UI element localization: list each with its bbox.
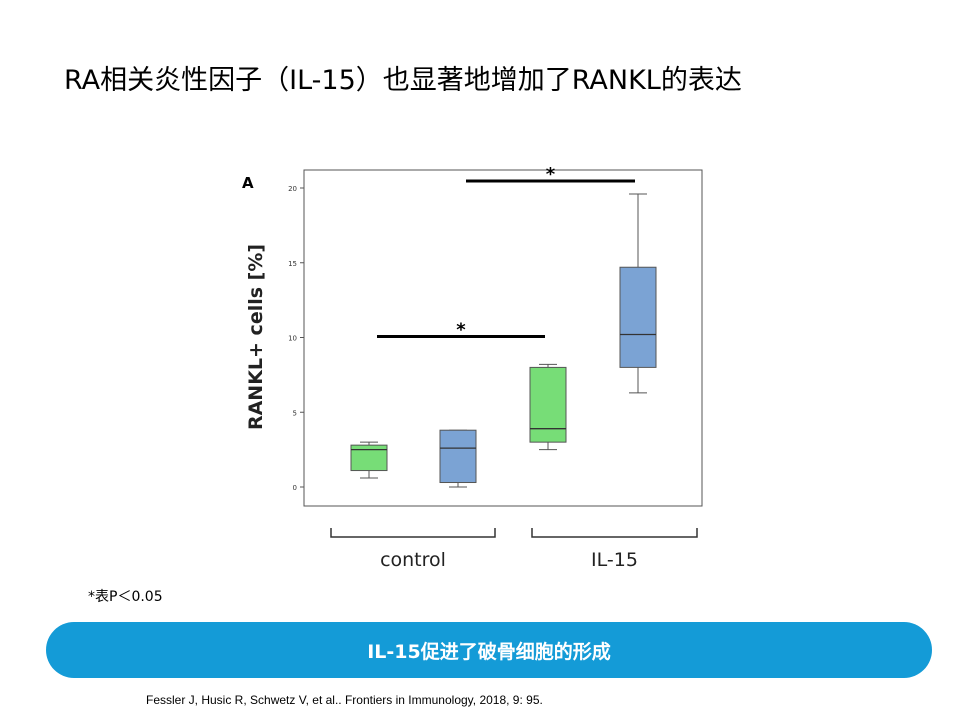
box-4 [619,193,657,394]
box-2 [439,429,477,488]
group-label: IL-15 [591,549,638,571]
panel-label: A [242,174,254,192]
significance-markers: ** [377,164,635,340]
box-body [439,429,477,484]
significance-star: * [546,164,556,185]
significance-star: * [456,319,466,340]
conclusion-banner: IL-15促进了破骨细胞的形成 [46,622,932,678]
group-label: control [380,549,446,571]
group-bracket [531,528,698,538]
y-tick-label: 15 [288,260,297,268]
citation: Fessler J, Husic R, Schwetz V, et al.. F… [146,693,543,707]
box-series [350,193,657,488]
box-body [350,444,388,472]
y-axis-label: RANKL+ cells [%] [245,244,267,430]
box-body [619,266,657,368]
group-brackets: control IL-15 [330,528,698,571]
footnote: *表P＜0.05 [88,589,163,605]
group-bracket [330,528,496,538]
y-axis-ticks: 0 5 10 15 20 [288,185,304,492]
y-tick-label: 0 [293,484,297,492]
slide-title: RA相关炎性因子（IL-15）也显著地增加了RANKL的表达 [64,65,742,96]
box-body [529,366,567,443]
y-tick-label: 20 [288,185,297,193]
box-3 [529,363,567,451]
y-tick-label: 10 [288,335,297,343]
box-1 [350,441,388,479]
y-tick-label: 5 [293,409,297,417]
